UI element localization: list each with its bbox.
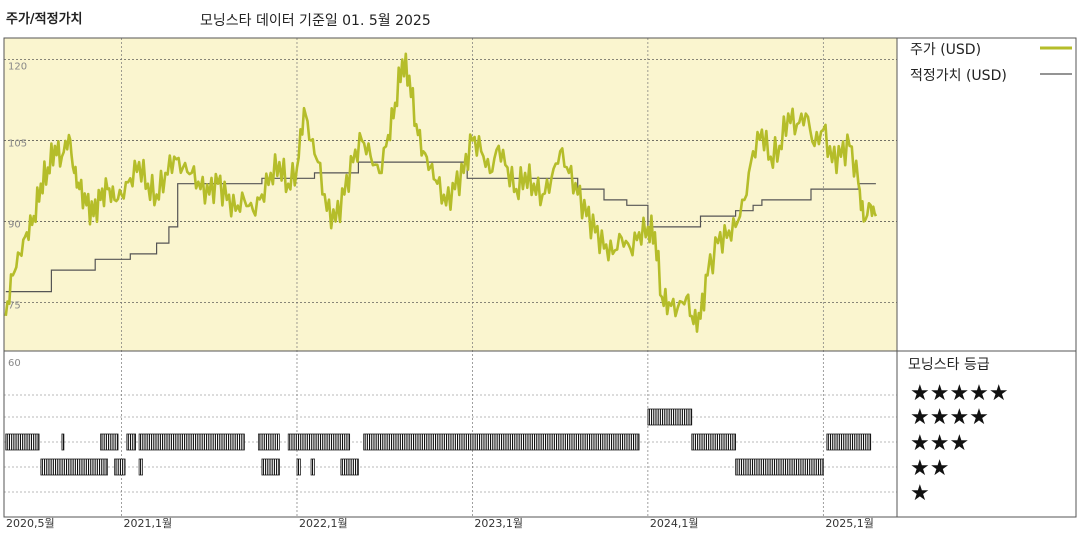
x-tick-label-1: 2021,1월 (124, 517, 173, 530)
rating-segment-3star-0 (5, 433, 40, 451)
rating-segment-2star-7 (735, 458, 824, 476)
y-axis: 120 105 90 75 (8, 62, 27, 312)
y-tick-label-0: 120 (8, 62, 27, 73)
rating-segment-3star-5 (257, 433, 280, 451)
rating-segment-box (691, 433, 736, 451)
rating-segment-2star-5 (310, 458, 315, 476)
x-tick-label-0: 2020,5월 (6, 517, 55, 530)
y-tick-label-2: 90 (8, 219, 21, 230)
x-tick-label-5: 2025,1월 (825, 517, 874, 530)
rating-segment-box (340, 458, 359, 476)
rating-segment-2star-0 (40, 458, 108, 476)
rating-segment-2star-4 (296, 458, 301, 476)
rating-segment-3star-8 (691, 433, 736, 451)
star-label-2: ★★ (910, 456, 949, 481)
rating-segment-3star-1 (61, 433, 65, 451)
rating-segment-2star-1 (114, 458, 126, 476)
rating-segment-3star-7 (363, 433, 640, 451)
legend-price-label: 주가 (USD) (910, 42, 981, 58)
rating-segment-box (261, 458, 280, 476)
star-label-3: ★★★ (910, 431, 969, 456)
x-tick-label-4: 2024,1월 (650, 517, 699, 530)
x-tick-label-2: 2022,1월 (299, 517, 348, 530)
rating-segment-3star-9 (826, 433, 872, 451)
star-label-5: ★★★★★ (910, 381, 1009, 406)
price-series (4, 52, 878, 333)
x-tick-label-3: 2023,1월 (474, 517, 523, 530)
rating-segment-3star-3 (126, 433, 136, 451)
page-subtitle: 모닝스타 데이터 기준일 01. 5월 2025 (200, 13, 431, 29)
rating-segment-4star-0 (647, 408, 693, 426)
rating-segment-box (100, 433, 119, 451)
rating-segment-2star-3 (261, 458, 280, 476)
rating-segment-3star-2 (100, 433, 119, 451)
rating-segment-box (647, 408, 693, 426)
rating-segment-2star-6 (340, 458, 359, 476)
x-axis: 2020,5월 2021,1월 2022,1월 2023,1월 2024,1월 2025,… (6, 517, 874, 530)
rating-segment-2star-2 (138, 458, 143, 476)
legend-fair-label: 적정가치 (USD) (910, 68, 1007, 84)
rating-segment-box (826, 433, 872, 451)
rating-bands (5, 408, 872, 476)
rating-axis-max: 60 (8, 358, 21, 369)
price-line (4, 52, 878, 333)
rating-segment-3star-6 (287, 433, 351, 451)
rating-segment-box (126, 433, 136, 451)
rating-segment-3star-4 (138, 433, 245, 451)
rating-title: 모닝스타 등급 (908, 357, 990, 373)
star-label-4: ★★★★ (910, 405, 989, 430)
y-tick-label-1: 105 (8, 139, 27, 150)
chart-frame (3, 37, 1077, 518)
y-tick-label-3: 75 (8, 300, 21, 311)
star-label-1: ★ (910, 481, 930, 506)
page-title: 주가/적정가치 (6, 12, 83, 27)
